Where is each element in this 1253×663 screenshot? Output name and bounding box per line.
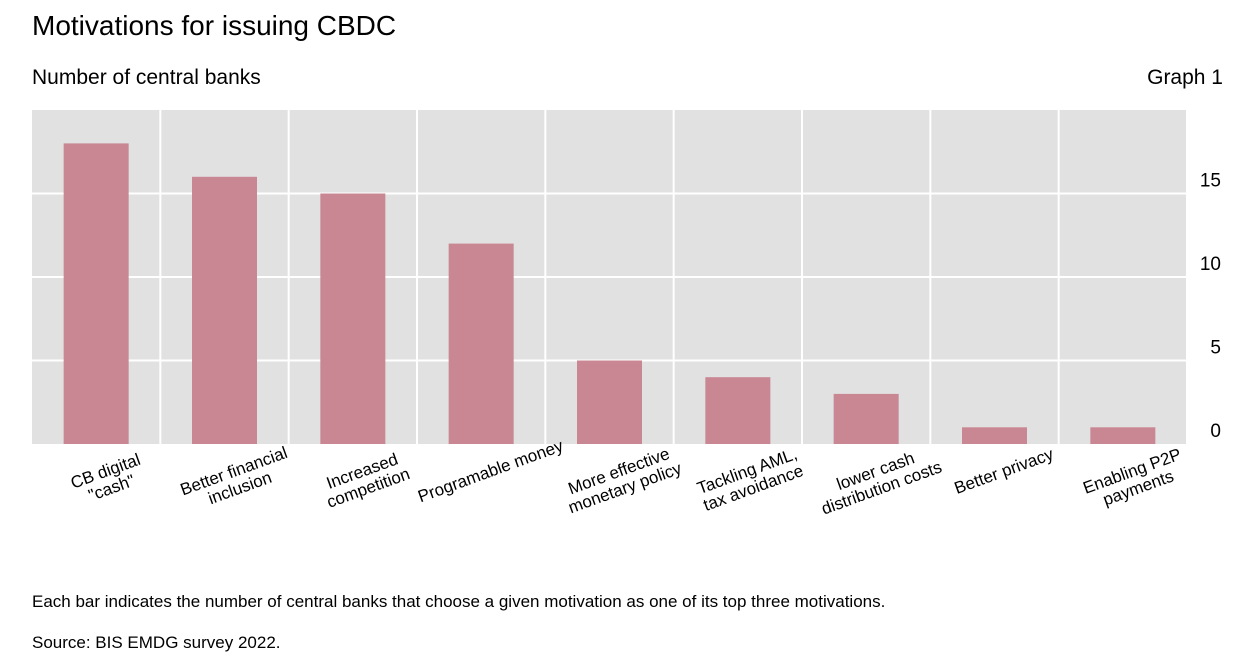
y-tick-label: 0 xyxy=(1210,421,1221,442)
bar xyxy=(705,377,771,444)
bar xyxy=(192,176,257,445)
chart-note: Each bar indicates the number of central… xyxy=(32,592,886,611)
x-category-label: Better financialinclusion xyxy=(178,443,296,516)
x-category-label: CB digital"cash" xyxy=(68,450,149,510)
x-category-label: Increasedcompetition xyxy=(318,447,412,511)
y-tick-label: 10 xyxy=(1200,254,1221,275)
y-tick-label: 15 xyxy=(1200,171,1221,192)
y-axis-ticks: 0 5 10 15 xyxy=(1200,171,1221,443)
x-category-label: Enabling P2Ppayments xyxy=(1081,445,1190,515)
category-labels: CB digital"cash" Better financialinclusio… xyxy=(68,436,1190,519)
graph-label: Graph 1 xyxy=(1147,66,1223,89)
x-category-label: More effectivemonetary policy xyxy=(560,442,685,518)
x-category-label: Tackling AML,tax avoidance xyxy=(695,444,806,515)
bar-chart: 0 5 10 15 CB digital"cash" Better financiali… xyxy=(32,110,1221,519)
y-tick-label: 5 xyxy=(1210,338,1221,359)
bar xyxy=(577,360,642,444)
bar xyxy=(962,427,1027,444)
x-category-label: Programable money xyxy=(415,436,566,506)
bar xyxy=(63,143,129,444)
x-category-label-line: Better privacy xyxy=(952,444,1057,498)
chart-title: Motivations for issuing CBDC xyxy=(32,10,397,41)
bar xyxy=(448,243,514,444)
bar xyxy=(1090,427,1156,444)
x-category-label: lower cashdistribution costs xyxy=(813,441,945,519)
x-category-label-line: Programable money xyxy=(415,436,566,506)
bars xyxy=(63,143,1156,445)
chart-source: Source: BIS EMDG survey 2022. xyxy=(32,633,281,652)
bar xyxy=(320,193,386,444)
chart-subtitle: Number of central banks xyxy=(32,66,261,89)
x-category-label: Better privacy xyxy=(952,444,1057,498)
bar xyxy=(833,393,899,444)
